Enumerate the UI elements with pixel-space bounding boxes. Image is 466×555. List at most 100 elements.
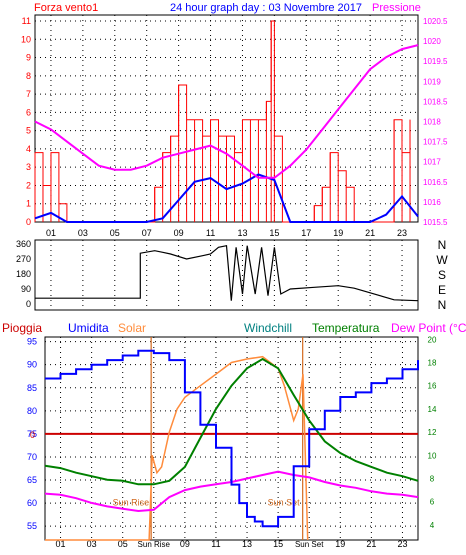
compass-label: E xyxy=(438,283,446,297)
time-tick-label: 11 xyxy=(211,539,220,549)
temperature-y-tick-label: 6 xyxy=(430,498,435,507)
time-tick-label: 23 xyxy=(397,228,407,238)
wind-axis-label: Forza vento1 xyxy=(34,2,98,14)
temperature-legend-label: Temperatura xyxy=(312,321,380,335)
direction-y-tick-label: 360 xyxy=(16,239,31,249)
wind-y-tick-label: 8 xyxy=(26,71,31,81)
rain-zero-label: 0 xyxy=(30,430,35,440)
direction-y-tick-label: 180 xyxy=(16,269,31,279)
time-tick-label: 21 xyxy=(366,539,376,549)
rain-legend-label: Pioggia xyxy=(2,321,42,335)
wind-y-tick-label: 4 xyxy=(26,144,31,154)
time-tick-label: 19 xyxy=(333,228,343,238)
pressure-y-tick-label: 1018.5 xyxy=(423,97,448,106)
time-tick-label: 23 xyxy=(397,539,407,549)
pressure-y-tick-label: 1019 xyxy=(423,77,441,86)
wind-y-tick-label: 5 xyxy=(26,126,31,136)
compass-label: N xyxy=(438,238,447,252)
wind-y-tick-label: 3 xyxy=(26,162,31,172)
pressure-y-tick-label: 1018 xyxy=(423,118,441,127)
wind-y-tick-label: 7 xyxy=(26,89,31,99)
humidity-y-tick-label: 65 xyxy=(27,475,37,485)
dewpoint-legend-label: Dew Point (°C) xyxy=(391,321,466,335)
temperature-y-tick-label: 14 xyxy=(428,405,437,414)
pressure-axis-label: Pressione xyxy=(372,2,421,14)
temperature-y-tick-label: 20 xyxy=(428,335,437,344)
time-tick-label: 07 xyxy=(142,228,152,238)
time-tick-label: 15 xyxy=(273,539,283,549)
solar-legend-label: Solar xyxy=(118,321,146,335)
direction-y-tick-label: 270 xyxy=(16,254,31,264)
solar-series xyxy=(45,355,309,541)
wind-y-tick-label: 0 xyxy=(26,217,31,227)
temperature-panel-frame xyxy=(44,336,419,541)
humidity-legend-label: Umidita xyxy=(68,321,109,335)
direction-y-tick-label: 0 xyxy=(26,299,31,309)
wind-y-tick-label: 2 xyxy=(26,180,31,190)
compass-label: W xyxy=(436,253,448,267)
chart-title: 24 hour graph day : 03 Novembre 2017 xyxy=(170,2,362,14)
windchill-legend-label: Windchill xyxy=(244,321,292,335)
pressure-y-tick-label: 1015.5 xyxy=(423,218,448,227)
wind-direction-series xyxy=(35,244,419,302)
time-tick-label: 11 xyxy=(206,228,215,238)
humidity-y-tick-label: 90 xyxy=(27,360,37,370)
pressure-y-tick-label: 1017 xyxy=(423,158,441,167)
humidity-y-tick-label: 80 xyxy=(27,406,37,416)
time-tick-label: 01 xyxy=(56,539,66,549)
pressure-y-tick-label: 1016.5 xyxy=(423,178,448,187)
temperature-series xyxy=(44,357,419,486)
wind-gust-series xyxy=(35,20,411,223)
wind-y-tick-label: 10 xyxy=(21,34,31,44)
temperature-y-tick-label: 16 xyxy=(428,382,437,391)
compass-label: N xyxy=(438,298,447,312)
pressure-y-tick-label: 1020 xyxy=(423,37,441,46)
humidity-y-tick-label: 95 xyxy=(27,337,37,347)
time-tick-label: 05 xyxy=(110,228,120,238)
sunset-label: Sun Set xyxy=(268,497,301,507)
temperature-panel: 55 60 65 70 75 80 85 90 95 4 6 8 10 12 14 16 18 20 01 03 05 S… xyxy=(27,335,437,549)
pressure-y-tick-label: 1017.5 xyxy=(423,138,448,147)
temperature-y-tick-label: 12 xyxy=(428,428,437,437)
wind-y-tick-label: 1 xyxy=(26,199,31,209)
time-tick-label: 13 xyxy=(237,228,247,238)
humidity-y-tick-label: 70 xyxy=(27,452,37,462)
wind-y-tick-label: 9 xyxy=(26,53,31,63)
pressure-series xyxy=(34,44,419,179)
humidity-series xyxy=(45,349,419,528)
wind-pressure-panel: 012345678910111015.510161016.510171017.5… xyxy=(21,14,448,238)
time-tick-label: Sun Set xyxy=(295,540,324,549)
time-tick-label: 13 xyxy=(242,539,252,549)
time-tick-label: 01 xyxy=(46,228,56,238)
time-tick-label: Sun Rise xyxy=(138,540,171,549)
temperature-y-tick-label: 8 xyxy=(430,475,435,484)
compass-label: S xyxy=(438,268,446,282)
wind-y-tick-label: 6 xyxy=(26,107,31,117)
time-tick-label: 09 xyxy=(174,228,184,238)
time-tick-label: 05 xyxy=(118,539,128,549)
wind-y-tick-label: 11 xyxy=(22,16,31,26)
time-tick-label: 17 xyxy=(301,228,311,238)
humidity-y-tick-label: 75 xyxy=(27,429,37,439)
time-tick-label: 19 xyxy=(335,539,345,549)
pressure-y-tick-label: 1019.5 xyxy=(423,57,448,66)
time-tick-label: 03 xyxy=(87,539,97,549)
temperature-y-tick-label: 10 xyxy=(428,451,437,460)
pressure-y-tick-label: 1020.5 xyxy=(423,17,448,26)
pressure-y-tick-label: 1016 xyxy=(423,198,441,207)
temperature-y-tick-label: 18 xyxy=(428,359,437,368)
humidity-y-tick-label: 55 xyxy=(27,521,37,531)
time-tick-label: 09 xyxy=(180,539,190,549)
time-tick-label: 15 xyxy=(269,228,279,238)
wind-average-series xyxy=(34,173,419,223)
humidity-y-tick-label: 60 xyxy=(27,498,37,508)
temperature-y-tick-label: 4 xyxy=(430,521,435,530)
direction-y-tick-label: 90 xyxy=(21,284,31,294)
time-tick-label: 21 xyxy=(365,228,375,238)
humidity-y-tick-label: 85 xyxy=(27,383,37,393)
sunrise-label: Sun Rise xyxy=(113,497,150,507)
time-tick-label: 03 xyxy=(78,228,88,238)
